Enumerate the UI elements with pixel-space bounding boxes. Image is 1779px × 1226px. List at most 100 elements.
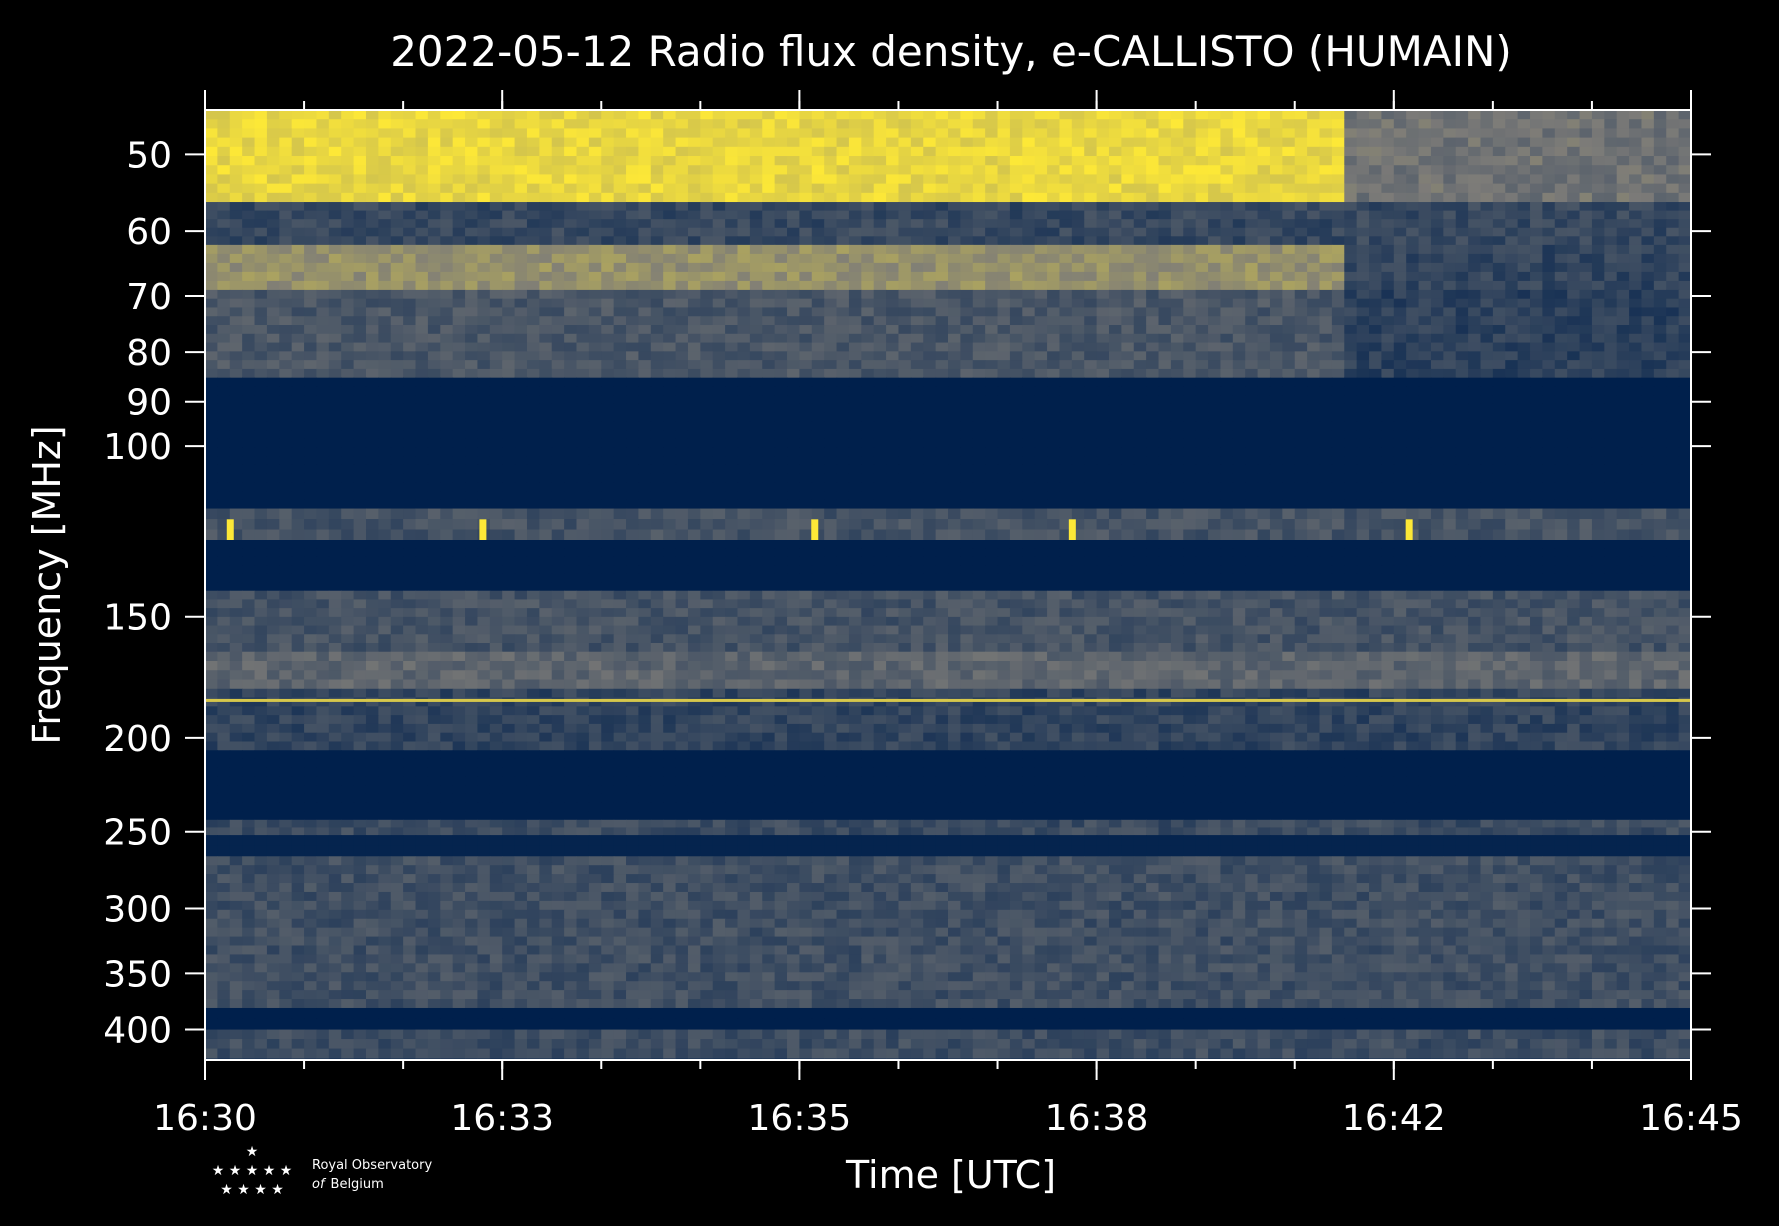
heatmap-cell xyxy=(514,395,528,405)
heatmap-cell xyxy=(873,403,887,414)
heatmap-cell xyxy=(1208,333,1222,344)
heatmap-cell xyxy=(663,307,677,317)
heatmap-cell xyxy=(1443,262,1457,273)
heatmap-cell xyxy=(465,244,479,255)
heatmap-cell xyxy=(886,183,900,194)
heatmap-cell xyxy=(254,289,268,300)
heatmap-cell xyxy=(1591,298,1605,309)
heatmap-cell xyxy=(390,253,404,264)
heatmap-cell xyxy=(923,377,937,387)
heatmap-cell xyxy=(217,183,231,194)
heatmap-cell xyxy=(1034,447,1048,457)
heatmap-cell xyxy=(811,146,825,157)
heatmap-cell xyxy=(229,210,243,220)
heatmap-cell xyxy=(1232,403,1246,414)
heatmap-cell xyxy=(1071,183,1085,194)
heatmap-cell xyxy=(935,202,949,212)
heatmap-cell xyxy=(712,473,726,483)
heatmap-cell xyxy=(353,386,367,396)
heatmap-cell xyxy=(1455,156,1469,166)
heatmap-cell xyxy=(1257,227,1271,237)
heatmap-cell xyxy=(1183,119,1197,129)
heatmap-cell xyxy=(1616,128,1630,139)
heatmap-cell xyxy=(266,403,280,414)
heatmap-cell xyxy=(749,192,763,203)
heatmap-cell xyxy=(452,210,466,220)
heatmap-cell xyxy=(353,438,367,449)
heatmap-cell xyxy=(1406,342,1420,352)
heatmap-cell xyxy=(576,351,590,361)
heatmap-cell xyxy=(1443,210,1457,220)
heatmap-cell xyxy=(440,473,454,483)
heatmap-cell xyxy=(1530,156,1543,166)
heatmap-cell xyxy=(1146,456,1160,466)
heatmap-cell xyxy=(1170,456,1184,466)
heatmap-cell xyxy=(799,464,813,475)
heatmap-cell xyxy=(1108,447,1122,457)
heatmap-cell xyxy=(638,412,652,422)
heatmap-cell xyxy=(328,473,342,483)
heatmap-cell xyxy=(229,412,243,422)
heatmap-cell xyxy=(254,325,268,335)
heatmap-cell xyxy=(1678,110,1691,120)
heatmap-cell xyxy=(353,447,367,457)
heatmap-cell xyxy=(687,192,701,203)
heatmap-cell xyxy=(1517,128,1531,139)
heatmap-cell xyxy=(861,119,875,129)
heatmap-cell xyxy=(1108,146,1122,157)
heatmap-cell xyxy=(564,202,578,212)
heatmap-cell xyxy=(613,183,627,194)
heatmap-cell xyxy=(205,464,218,475)
heatmap-cell xyxy=(489,430,503,440)
heatmap-cell xyxy=(1641,289,1655,300)
heatmap-cell xyxy=(923,236,937,246)
heatmap-cell xyxy=(1406,386,1420,396)
heatmap-cell xyxy=(687,421,701,431)
heatmap-cell xyxy=(923,325,937,335)
heatmap-cell xyxy=(564,438,578,449)
heatmap-cell xyxy=(725,386,739,396)
heatmap-cell xyxy=(1232,174,1246,185)
heatmap-cell xyxy=(365,421,379,431)
heatmap-cell xyxy=(1591,316,1605,326)
heatmap-cell xyxy=(1430,202,1444,212)
heatmap-cell xyxy=(1505,333,1519,344)
heatmap-cell xyxy=(304,227,318,237)
heatmap-cell xyxy=(1084,325,1098,335)
heatmap-cell xyxy=(576,227,590,237)
heatmap-cell xyxy=(749,253,763,264)
heatmap-cell xyxy=(1406,119,1420,129)
heatmap-cell xyxy=(1443,307,1457,317)
heatmap-cell xyxy=(390,146,404,157)
heatmap-cell xyxy=(1047,110,1061,120)
heatmap-cell xyxy=(1170,403,1184,414)
heatmap-cell xyxy=(1331,183,1345,194)
heatmap-cell xyxy=(687,325,701,335)
heatmap-cell xyxy=(415,438,429,449)
heatmap-cell xyxy=(415,325,429,335)
heatmap-cell xyxy=(242,156,256,166)
heatmap-cell xyxy=(427,271,441,282)
heatmap-cell xyxy=(886,333,900,344)
heatmap-cell xyxy=(564,377,578,387)
heatmap-cell xyxy=(997,192,1011,203)
heatmap-cell xyxy=(626,325,640,335)
heatmap-cell xyxy=(1505,137,1519,148)
heatmap-cell xyxy=(1492,183,1506,194)
heatmap-cell xyxy=(1059,456,1073,466)
heatmap-cell xyxy=(1418,403,1432,414)
heatmap-cell xyxy=(824,307,838,317)
heatmap-cell xyxy=(1492,271,1506,282)
heatmap-cell xyxy=(440,464,454,475)
heatmap-cell xyxy=(254,192,268,203)
heatmap-cell xyxy=(316,253,330,264)
heatmap-cell xyxy=(774,421,788,431)
heatmap-cell xyxy=(205,174,218,185)
heatmap-cell xyxy=(465,325,479,335)
heatmap-cell xyxy=(1195,174,1209,185)
heatmap-cell xyxy=(1232,165,1246,176)
heatmap-cell xyxy=(1146,464,1160,475)
heatmap-cell xyxy=(279,280,293,291)
heatmap-cell xyxy=(242,280,256,291)
heatmap-cell xyxy=(1170,447,1184,457)
